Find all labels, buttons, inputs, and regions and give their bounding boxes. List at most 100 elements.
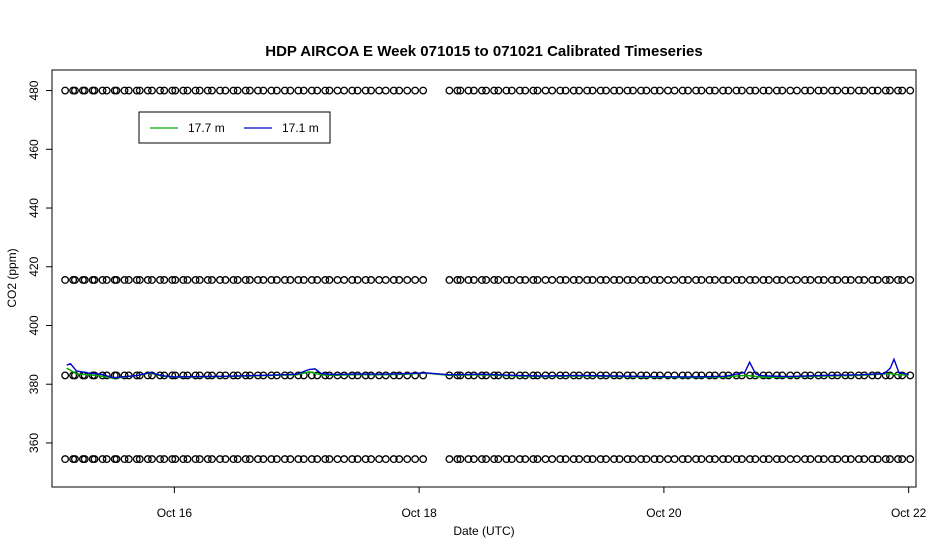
flag-point: [245, 455, 254, 464]
flag-point: [102, 276, 111, 284]
flag-point: [453, 86, 462, 95]
flag-point: [325, 86, 334, 95]
flag-point: [313, 455, 322, 464]
flag-point: [160, 455, 169, 464]
flag-point: [208, 276, 216, 284]
flag-point: [521, 455, 530, 464]
flag-point: [548, 86, 557, 95]
flag-point: [529, 86, 538, 95]
flag-point: [245, 276, 254, 284]
flag-point: [183, 86, 192, 95]
flag-point: [340, 276, 349, 284]
flag-point: [663, 86, 672, 95]
flag-point: [751, 86, 760, 95]
flag-point: [490, 276, 499, 284]
flag-point: [629, 86, 637, 95]
flag-point: [764, 276, 773, 284]
flag-point: [195, 371, 204, 380]
flag-point: [650, 371, 659, 380]
flag-point: [684, 276, 692, 284]
flag-point: [191, 276, 200, 284]
flag-point: [381, 86, 390, 95]
flag-point: [61, 455, 70, 464]
flag-point: [389, 371, 398, 380]
flag-point: [179, 455, 188, 464]
flag-point: [854, 86, 863, 95]
flag-point: [678, 371, 687, 380]
flag-point: [697, 371, 706, 380]
flag-point: [623, 371, 632, 380]
flag-point: [195, 276, 204, 284]
flag-point: [241, 455, 250, 464]
flag-point: [692, 86, 700, 95]
flag-point: [253, 86, 262, 95]
flag-point: [90, 276, 99, 284]
flag-point: [61, 276, 70, 284]
flag-point: [112, 86, 121, 95]
flag-point: [583, 276, 592, 284]
flag-point: [148, 276, 156, 284]
flag-point: [148, 86, 156, 95]
flag-point: [183, 276, 192, 284]
flag-point: [203, 86, 212, 95]
flag-point: [325, 455, 334, 464]
flag-point: [898, 455, 907, 464]
flag-point: [340, 455, 349, 464]
flag-point: [886, 371, 894, 380]
flag-point: [259, 86, 268, 95]
flag-point: [502, 455, 511, 464]
flag-point: [575, 86, 584, 95]
flag-point: [171, 276, 180, 284]
flag-point: [778, 276, 787, 284]
flag-point: [615, 86, 624, 95]
flag-point: [135, 276, 144, 284]
flag-point: [623, 455, 632, 464]
flag-point: [253, 455, 262, 464]
flag-point: [684, 371, 692, 380]
flag-point: [389, 455, 398, 464]
flag-point: [655, 276, 664, 284]
flag-point: [143, 86, 152, 95]
flag-point: [143, 371, 152, 380]
flag-point: [183, 371, 192, 380]
flag-point: [778, 455, 787, 464]
flag-point: [389, 86, 398, 95]
flag-point: [886, 276, 894, 284]
flag-point: [806, 276, 815, 284]
flag-point: [411, 276, 420, 284]
flag-point: [80, 276, 89, 284]
flag-point: [267, 276, 276, 284]
flag-point: [759, 276, 768, 284]
flag-point: [814, 86, 823, 95]
flag-point: [873, 455, 882, 464]
flag-point: [827, 455, 836, 464]
flag-point: [419, 455, 428, 464]
flag-point: [156, 455, 164, 464]
flag-point: [772, 371, 781, 380]
flag-point: [208, 455, 216, 464]
flag-point: [868, 276, 877, 284]
flag-point: [160, 276, 169, 284]
flag-point: [801, 455, 809, 464]
flag-point: [711, 455, 719, 464]
flag-point: [171, 371, 180, 380]
flag-point: [381, 455, 390, 464]
flag-point: [464, 86, 473, 95]
flag-point: [650, 86, 659, 95]
flag-point: [395, 276, 404, 284]
flag-point: [806, 455, 815, 464]
flag-point: [786, 276, 795, 284]
flag-point: [348, 276, 357, 284]
flag-point: [751, 276, 760, 284]
flag-point: [361, 455, 370, 464]
flag-point: [216, 371, 224, 380]
flag-point: [806, 86, 815, 95]
flag-point: [61, 371, 70, 380]
y-tick-label: 400: [27, 315, 41, 335]
flag-point: [772, 86, 781, 95]
flag-points-layer: [61, 86, 915, 464]
flag-point: [160, 86, 169, 95]
flag-point: [395, 455, 404, 464]
flag-point: [411, 371, 420, 380]
